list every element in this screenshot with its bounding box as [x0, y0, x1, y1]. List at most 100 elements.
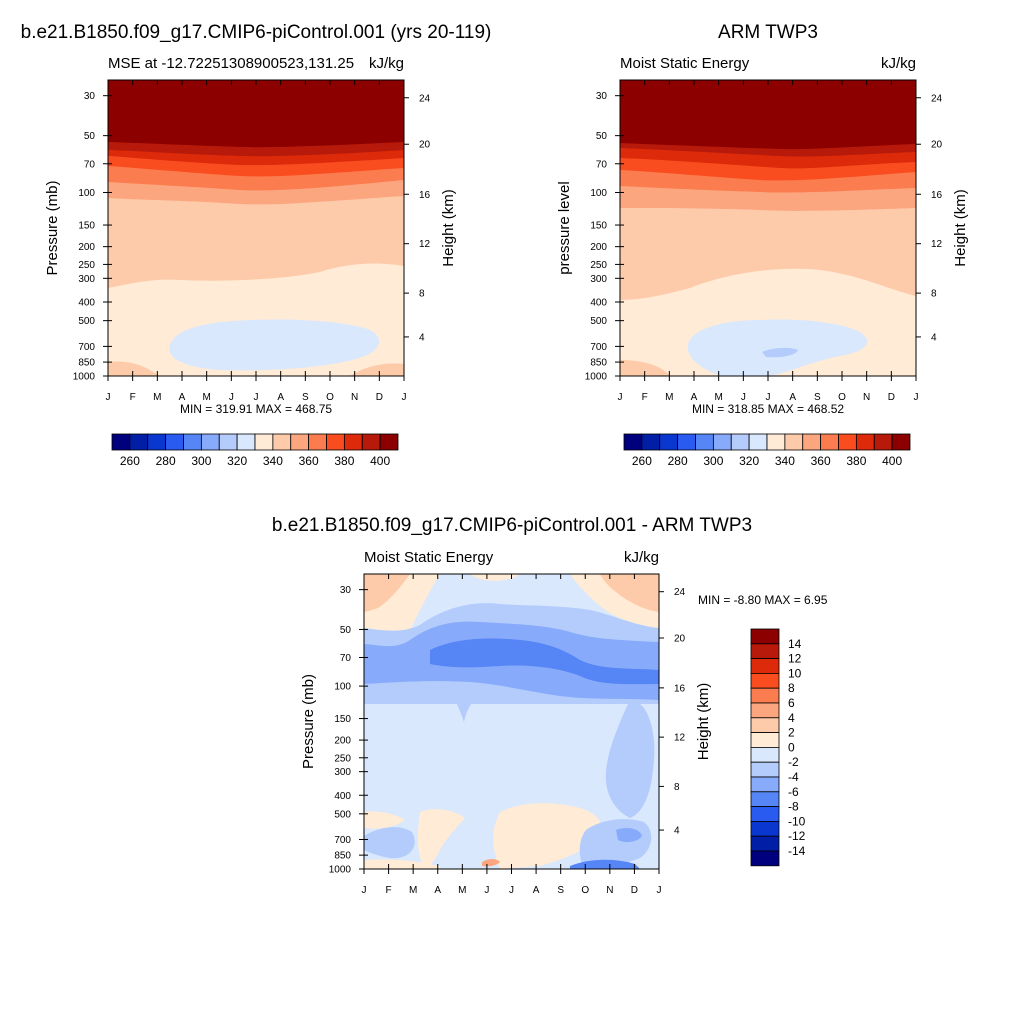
- colorbar-label: 380: [846, 454, 866, 468]
- height-tick-label: 16: [674, 683, 686, 694]
- month-tick-label: J: [254, 392, 259, 403]
- height-tick-label: 20: [674, 634, 686, 645]
- pressure-tick-label: 400: [334, 791, 351, 802]
- month-tick-label: J: [229, 392, 234, 403]
- colorbar-box: [873, 433, 893, 451]
- month-tick-label: S: [814, 392, 821, 403]
- height-tick-label: 8: [931, 289, 937, 300]
- pressure-tick-label: 1000: [585, 372, 608, 383]
- colorbar-label: 340: [263, 454, 283, 468]
- panel-obs-minmax: MIN = 318.85 MAX = 468.52: [692, 402, 844, 416]
- colorbar-box: [766, 433, 786, 451]
- month-tick-label: F: [386, 885, 392, 896]
- pressure-tick-label: 400: [78, 298, 95, 309]
- panel-diff-band-m4-mid: [430, 638, 659, 685]
- panel-model-band-330-lower-right: [350, 363, 404, 376]
- pressure-tick-label: 1000: [329, 865, 352, 876]
- colorbar-label: 300: [703, 454, 723, 468]
- colorbar-box: [379, 433, 399, 451]
- y-axis-title: Pressure (mb): [44, 180, 61, 275]
- panel-model-colorbar: 260 280 300 320 340 360 380 400: [111, 433, 399, 468]
- pressure-tick-label: 850: [590, 358, 607, 369]
- month-tick-label: O: [838, 392, 846, 403]
- height-tick-label: 16: [931, 190, 943, 201]
- colorbar-label: 260: [120, 454, 140, 468]
- colorbar-box: [147, 433, 167, 451]
- panel-obs-band-310: [762, 347, 798, 358]
- pressure-tick-label: 30: [596, 91, 608, 102]
- colorbar-box: [641, 433, 661, 451]
- month-tick-label: M: [458, 885, 466, 896]
- colorbar-box: [695, 433, 714, 451]
- panel-obs-title: ARM TWP3: [718, 22, 818, 43]
- colorbar-box: [361, 433, 381, 451]
- pressure-tick-label: 200: [334, 736, 351, 747]
- colorbar-box: [750, 791, 780, 807]
- pressure-tick-label: 70: [340, 653, 352, 664]
- panel-model-units: kJ/kg: [369, 55, 404, 72]
- panel-model-subtitle: MSE at -12.72251308900523,131.25: [108, 55, 354, 72]
- height-tick-label: 12: [419, 239, 431, 250]
- pressure-tick-label: 250: [590, 260, 607, 271]
- pressure-tick-label: 250: [334, 753, 351, 764]
- height-tick-label: 16: [419, 190, 431, 201]
- panel-obs-units: kJ/kg: [881, 55, 916, 72]
- colorbar-box: [111, 433, 131, 451]
- pressure-tick-label: 700: [78, 342, 95, 353]
- month-tick-label: A: [277, 392, 284, 403]
- height-tick-label: 4: [419, 332, 425, 343]
- pressure-tick-label: 250: [78, 260, 95, 271]
- colorbar-label: -10: [788, 814, 806, 828]
- colorbar-box: [623, 433, 643, 451]
- colorbar-label: 280: [668, 454, 688, 468]
- month-tick-label: J: [402, 392, 407, 403]
- panel-diff-band-2-top-mid: [470, 574, 520, 581]
- colorbar-box: [326, 433, 345, 451]
- panel-model-band-330-lower: [108, 361, 160, 376]
- colorbar-box: [802, 433, 822, 451]
- height-tick-label: 12: [674, 733, 686, 744]
- height-tick-label: 8: [674, 782, 680, 793]
- colorbar-box: [218, 433, 238, 451]
- colorbar-label: 6: [788, 696, 795, 710]
- month-tick-label: J: [657, 885, 662, 896]
- month-tick-label: A: [179, 392, 186, 403]
- colorbar-label: -6: [788, 785, 799, 799]
- colorbar-box: [183, 433, 202, 451]
- month-tick-label: O: [326, 392, 334, 403]
- y-axis-right-title: Height (km): [952, 189, 969, 267]
- pressure-tick-label: 300: [334, 767, 351, 778]
- panel-obs-band-400: [620, 80, 916, 150]
- y-axis-title: pressure level: [556, 181, 573, 274]
- panel-model-minmax: MIN = 319.91 MAX = 468.75: [180, 402, 332, 416]
- month-tick-label: S: [557, 885, 564, 896]
- month-tick-label: O: [581, 885, 589, 896]
- colorbar-box: [750, 835, 780, 852]
- month-tick-label: J: [741, 392, 746, 403]
- colorbar-box: [750, 776, 780, 793]
- height-tick-label: 12: [931, 239, 943, 250]
- panel-diff-axes: 30 50 70 100 150 200 250 300 400 500 700 850 1000 24 2…: [300, 574, 712, 896]
- month-tick-label: N: [351, 392, 358, 403]
- panel-diff-warm-midleft: [417, 809, 465, 869]
- colorbar-box: [750, 850, 780, 867]
- month-tick-label: J: [509, 885, 514, 896]
- colorbar-box: [272, 433, 292, 451]
- pressure-tick-label: 150: [334, 714, 351, 725]
- pressure-tick-label: 150: [78, 221, 95, 232]
- height-tick-label: 24: [931, 93, 943, 104]
- pressure-tick-label: 700: [334, 835, 351, 846]
- colorbar-box: [290, 433, 310, 451]
- colorbar-label: 360: [811, 454, 831, 468]
- pressure-tick-label: 850: [78, 358, 95, 369]
- colorbar-box: [236, 433, 256, 451]
- height-tick-label: 8: [419, 289, 425, 300]
- pressure-tick-label: 100: [334, 682, 351, 693]
- panel-obs-subtitle: Moist Static Energy: [620, 55, 750, 72]
- pressure-tick-label: 400: [590, 298, 607, 309]
- panel-diff-units: kJ/kg: [624, 549, 659, 566]
- colorbar-label: 0: [788, 740, 795, 754]
- month-tick-label: M: [409, 885, 417, 896]
